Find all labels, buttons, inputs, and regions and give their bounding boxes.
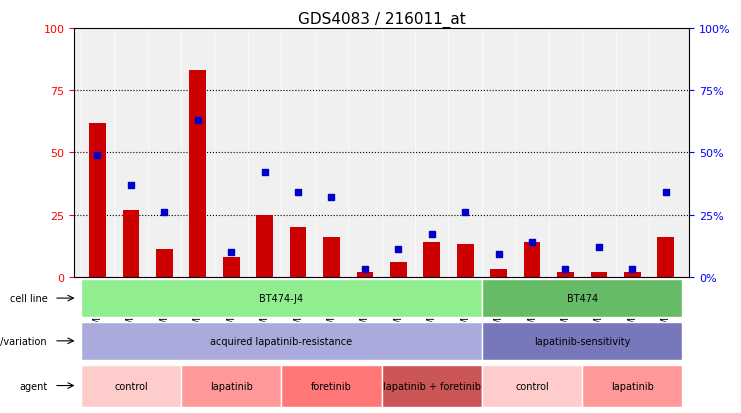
Point	[493, 252, 505, 258]
Bar	[657, 237, 674, 277]
Point	[659, 190, 671, 196]
FancyBboxPatch shape	[382, 365, 482, 406]
Bar	[256, 215, 273, 277]
Text: control: control	[114, 381, 147, 391]
Bar	[356, 272, 373, 277]
Text: cell line: cell line	[10, 293, 47, 304]
Text: lapatinib + foretinib: lapatinib + foretinib	[383, 381, 481, 391]
FancyBboxPatch shape	[81, 365, 181, 406]
Point	[459, 209, 471, 216]
Text: foretinib: foretinib	[311, 381, 352, 391]
Point	[426, 232, 438, 238]
Point	[225, 249, 237, 256]
Bar	[290, 228, 307, 277]
Point	[159, 209, 170, 216]
Text: control: control	[515, 381, 549, 391]
FancyBboxPatch shape	[582, 365, 682, 406]
Point	[192, 117, 204, 124]
Text: agent: agent	[19, 381, 47, 391]
FancyBboxPatch shape	[282, 365, 382, 406]
Bar	[557, 272, 574, 277]
FancyBboxPatch shape	[482, 279, 682, 318]
Bar	[524, 242, 540, 277]
Text: lapatinib-sensitivity: lapatinib-sensitivity	[534, 336, 631, 346]
Title: GDS4083 / 216011_at: GDS4083 / 216011_at	[298, 12, 465, 28]
FancyBboxPatch shape	[482, 365, 582, 406]
Point	[359, 266, 370, 273]
FancyBboxPatch shape	[482, 322, 682, 360]
Bar	[591, 272, 607, 277]
Bar	[491, 270, 507, 277]
Bar	[390, 262, 407, 277]
Point	[593, 244, 605, 251]
Bar	[323, 237, 340, 277]
Bar	[423, 242, 440, 277]
Point	[125, 182, 137, 189]
FancyBboxPatch shape	[181, 365, 282, 406]
Point	[325, 195, 337, 201]
FancyBboxPatch shape	[81, 322, 482, 360]
Text: acquired lapatinib-resistance: acquired lapatinib-resistance	[210, 336, 353, 346]
Bar	[223, 257, 239, 277]
Point	[393, 247, 405, 253]
Bar	[122, 210, 139, 277]
Bar	[190, 71, 206, 277]
Bar	[456, 245, 473, 277]
Point	[626, 266, 638, 273]
Text: BT474-J4: BT474-J4	[259, 293, 303, 304]
Bar	[156, 250, 173, 277]
Text: lapatinib: lapatinib	[611, 381, 654, 391]
Point	[559, 266, 571, 273]
Point	[259, 169, 270, 176]
Bar	[624, 272, 641, 277]
Text: BT474: BT474	[567, 293, 598, 304]
Text: genotype/variation: genotype/variation	[0, 336, 47, 346]
Point	[292, 190, 304, 196]
Text: lapatinib: lapatinib	[210, 381, 253, 391]
FancyBboxPatch shape	[81, 279, 482, 318]
Point	[92, 152, 104, 159]
Point	[526, 239, 538, 246]
Bar	[89, 123, 106, 277]
